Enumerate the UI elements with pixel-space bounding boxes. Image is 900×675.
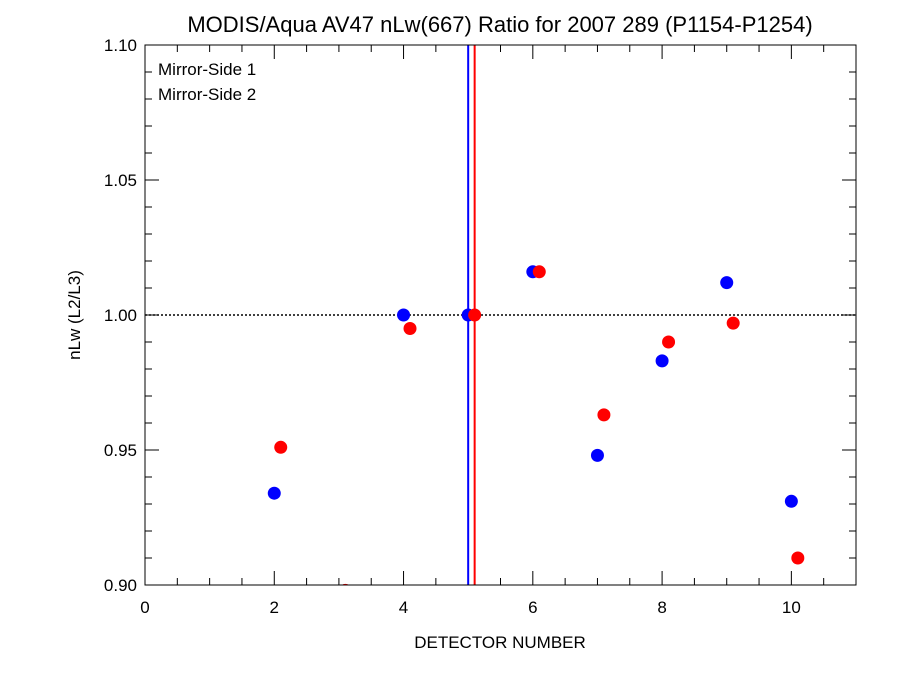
series-1-point [267,486,281,500]
chart-title: MODIS/Aqua AV47 nLw(667) Ratio for 2007 … [187,12,812,37]
series-2-point [341,583,349,585]
legend: Mirror-Side 1 Mirror-Side 2 [158,60,256,104]
y-tick-label: 0.95 [104,441,137,460]
series-1-point [655,354,669,368]
series-2-point [662,335,676,349]
x-tick-label: 6 [528,598,537,617]
series-1-point [720,276,734,290]
x-axis-label: DETECTOR NUMBER [414,633,586,652]
y-axis-label: nLw (L2/L3) [65,270,84,360]
x-tick-label: 4 [399,598,408,617]
legend-entry-mirror-side-1: Mirror-Side 1 [158,60,256,79]
series-2-point [468,308,482,322]
series-1-point [784,494,798,508]
series-2-point [597,408,611,422]
x-tick-label: 2 [270,598,279,617]
x-tick-label: 0 [140,598,149,617]
series-2-point [403,322,417,335]
series-2-point [791,551,805,565]
legend-entry-mirror-side-2: Mirror-Side 2 [158,85,256,104]
x-tick-label: 10 [782,598,801,617]
series-2-point [532,265,546,279]
y-tick-label: 1.10 [104,36,137,55]
y-tick-label: 0.90 [104,576,137,595]
series-1-point [397,308,411,322]
plot-area-frame [144,44,857,586]
y-tick-label: 1.05 [104,171,137,190]
series-2-point [726,316,740,330]
y-tick-label: 1.00 [104,306,137,325]
series-1-point [590,448,604,462]
x-tick-label: 8 [657,598,666,617]
series-2-point [274,440,288,454]
